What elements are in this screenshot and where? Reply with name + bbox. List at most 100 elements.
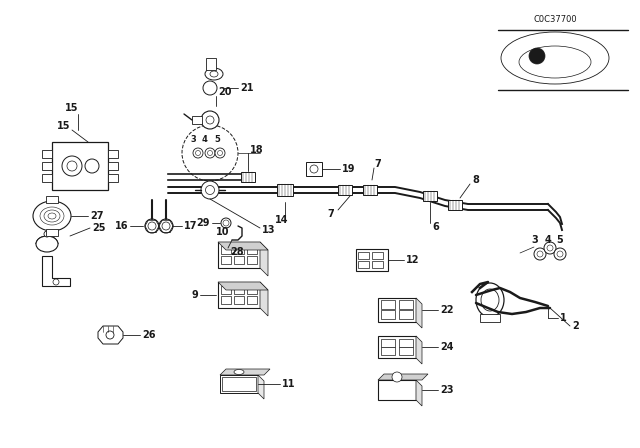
Circle shape (106, 331, 114, 339)
Polygon shape (220, 369, 270, 375)
Bar (234, 286, 244, 294)
Text: C0C37700: C0C37700 (533, 15, 577, 24)
Circle shape (193, 148, 203, 158)
Text: 29: 29 (196, 218, 210, 228)
Text: 7: 7 (327, 209, 334, 219)
Text: 27: 27 (90, 211, 104, 221)
Ellipse shape (210, 71, 218, 77)
Polygon shape (192, 116, 202, 124)
Bar (206, 58, 216, 70)
Circle shape (207, 151, 212, 155)
Bar (52, 142, 108, 190)
Ellipse shape (33, 201, 71, 231)
Ellipse shape (205, 68, 223, 80)
Circle shape (205, 185, 214, 194)
Circle shape (392, 372, 402, 382)
Bar (241, 172, 255, 182)
Text: 15: 15 (56, 121, 70, 131)
Text: 25: 25 (92, 223, 106, 233)
Polygon shape (218, 242, 268, 250)
Circle shape (206, 116, 214, 124)
Bar (356, 249, 388, 271)
Bar (448, 200, 462, 210)
Polygon shape (378, 374, 428, 380)
Text: 22: 22 (440, 305, 454, 315)
Text: 23: 23 (440, 385, 454, 395)
Ellipse shape (476, 283, 504, 317)
Bar (247, 246, 257, 254)
Polygon shape (416, 298, 422, 328)
Text: 9: 9 (191, 290, 198, 300)
Text: 6: 6 (432, 222, 439, 232)
Bar (234, 256, 244, 264)
Circle shape (148, 222, 156, 230)
Bar (378, 298, 416, 322)
Bar (234, 296, 244, 304)
Text: 10: 10 (216, 227, 230, 237)
Text: 2: 2 (572, 321, 579, 331)
Text: 15: 15 (65, 103, 79, 113)
Circle shape (534, 248, 546, 260)
Bar (46, 229, 58, 236)
Bar (306, 162, 322, 176)
Bar (218, 242, 260, 268)
Ellipse shape (501, 32, 609, 84)
Circle shape (201, 111, 219, 129)
Bar (42, 174, 52, 182)
Bar (381, 300, 395, 309)
Circle shape (205, 148, 215, 158)
Bar (372, 252, 383, 259)
Polygon shape (42, 256, 70, 286)
Text: 20: 20 (218, 87, 232, 97)
Bar (42, 150, 52, 158)
Circle shape (145, 219, 159, 233)
Text: 5: 5 (214, 134, 220, 143)
Ellipse shape (85, 159, 99, 173)
Bar (108, 174, 118, 182)
Ellipse shape (36, 236, 58, 252)
Bar (247, 286, 257, 294)
Circle shape (201, 181, 219, 199)
Text: 8: 8 (472, 175, 479, 185)
Text: 4: 4 (202, 134, 208, 143)
Polygon shape (98, 326, 123, 344)
Bar (221, 286, 231, 294)
Bar (220, 375, 258, 393)
Text: 3: 3 (190, 134, 196, 143)
Circle shape (218, 151, 223, 155)
Text: 13: 13 (262, 225, 275, 235)
Bar (358, 252, 369, 259)
Ellipse shape (481, 289, 499, 311)
Bar (399, 347, 413, 355)
Circle shape (547, 245, 553, 251)
Ellipse shape (62, 156, 82, 176)
Circle shape (203, 81, 217, 95)
Circle shape (53, 279, 59, 285)
Bar (247, 256, 257, 264)
Circle shape (44, 231, 50, 237)
Text: 1: 1 (560, 313, 567, 323)
Bar (399, 339, 413, 347)
Bar (480, 314, 500, 322)
Circle shape (310, 165, 318, 173)
Bar (381, 347, 395, 355)
Bar (381, 339, 395, 347)
Polygon shape (416, 380, 422, 406)
Text: 12: 12 (406, 255, 419, 265)
Bar (358, 261, 369, 268)
Text: 19: 19 (342, 164, 355, 174)
Circle shape (159, 219, 173, 233)
Circle shape (554, 248, 566, 260)
Text: 3: 3 (532, 235, 538, 245)
Circle shape (537, 251, 543, 257)
Text: 4: 4 (545, 235, 552, 245)
Text: 18: 18 (250, 145, 264, 155)
Text: 7: 7 (374, 159, 381, 169)
Bar (108, 162, 118, 170)
Circle shape (544, 242, 556, 254)
Polygon shape (260, 282, 268, 316)
Circle shape (215, 148, 225, 158)
Bar (247, 296, 257, 304)
Bar (423, 191, 437, 201)
Circle shape (529, 48, 545, 64)
